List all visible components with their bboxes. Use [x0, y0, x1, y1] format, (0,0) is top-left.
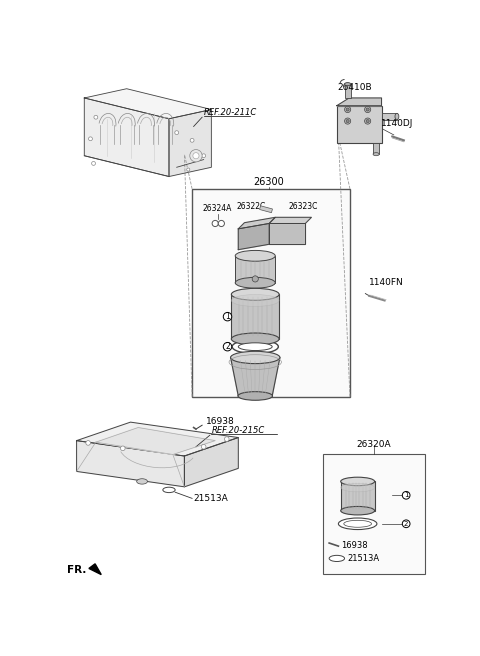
Bar: [337, 106, 382, 142]
Ellipse shape: [395, 113, 399, 119]
Circle shape: [402, 491, 410, 499]
Polygon shape: [230, 358, 280, 396]
Text: REF.20-215C: REF.20-215C: [211, 426, 264, 435]
Polygon shape: [77, 422, 238, 456]
Ellipse shape: [231, 295, 279, 306]
Text: 26322C: 26322C: [237, 202, 266, 211]
Bar: [373, 142, 379, 154]
Circle shape: [365, 106, 371, 113]
Circle shape: [86, 441, 90, 445]
Circle shape: [366, 119, 369, 123]
Text: 1140FN: 1140FN: [369, 278, 404, 287]
Polygon shape: [269, 217, 312, 224]
Polygon shape: [96, 428, 215, 455]
Ellipse shape: [230, 352, 280, 363]
Text: 26324A: 26324A: [202, 204, 231, 213]
Circle shape: [175, 131, 179, 134]
Circle shape: [94, 115, 98, 119]
Ellipse shape: [231, 333, 279, 345]
Polygon shape: [77, 441, 184, 487]
Ellipse shape: [341, 506, 374, 515]
Text: FR.: FR.: [67, 565, 87, 575]
Text: 16938: 16938: [341, 541, 368, 550]
Circle shape: [190, 138, 194, 142]
Circle shape: [190, 150, 202, 162]
Text: 26300: 26300: [254, 177, 285, 187]
Bar: [345, 84, 351, 98]
Text: 1: 1: [404, 492, 408, 499]
Polygon shape: [269, 224, 305, 244]
Polygon shape: [84, 98, 169, 176]
Circle shape: [202, 154, 205, 157]
Ellipse shape: [231, 289, 279, 300]
Ellipse shape: [341, 477, 374, 485]
Circle shape: [193, 153, 199, 159]
Text: 21513A: 21513A: [348, 554, 380, 563]
Circle shape: [345, 106, 351, 113]
Text: 26410B: 26410B: [337, 83, 372, 91]
Text: REF.20-211C: REF.20-211C: [204, 108, 257, 117]
Ellipse shape: [341, 483, 374, 492]
Text: 2: 2: [404, 521, 408, 527]
Circle shape: [366, 108, 369, 111]
Ellipse shape: [344, 520, 372, 527]
Circle shape: [187, 168, 190, 171]
Circle shape: [201, 445, 206, 449]
Polygon shape: [184, 438, 238, 487]
Text: 2: 2: [225, 342, 230, 351]
Ellipse shape: [338, 518, 377, 529]
Bar: [260, 206, 273, 213]
Circle shape: [223, 312, 232, 321]
Ellipse shape: [163, 487, 175, 493]
Circle shape: [346, 108, 349, 111]
Bar: [192, 189, 350, 397]
Ellipse shape: [238, 392, 273, 400]
Bar: [382, 113, 397, 119]
Circle shape: [212, 220, 218, 226]
Ellipse shape: [238, 343, 272, 350]
Ellipse shape: [329, 556, 345, 562]
Bar: [323, 455, 425, 574]
Circle shape: [402, 520, 410, 527]
Circle shape: [223, 342, 232, 351]
Ellipse shape: [373, 153, 379, 155]
Polygon shape: [337, 98, 382, 106]
Circle shape: [88, 137, 92, 140]
Circle shape: [252, 276, 258, 282]
Ellipse shape: [235, 251, 275, 261]
Circle shape: [225, 437, 229, 441]
Text: 1140DJ: 1140DJ: [381, 119, 413, 129]
Circle shape: [345, 118, 351, 124]
Ellipse shape: [232, 340, 278, 354]
Ellipse shape: [345, 83, 351, 86]
Ellipse shape: [235, 277, 275, 288]
Text: 26323C: 26323C: [288, 202, 318, 211]
Polygon shape: [169, 110, 211, 176]
Polygon shape: [238, 224, 269, 250]
Polygon shape: [84, 89, 211, 119]
Circle shape: [346, 119, 349, 123]
Circle shape: [365, 118, 371, 124]
Bar: [235, 256, 275, 283]
Circle shape: [218, 220, 225, 226]
Ellipse shape: [137, 479, 147, 484]
Text: 16938: 16938: [206, 417, 235, 426]
Circle shape: [92, 161, 96, 165]
Polygon shape: [238, 217, 275, 229]
Text: 21513A: 21513A: [193, 494, 228, 502]
Bar: [341, 482, 374, 510]
Circle shape: [120, 446, 125, 451]
Bar: [231, 295, 279, 339]
Text: 26320A: 26320A: [357, 440, 391, 449]
Polygon shape: [89, 564, 101, 575]
Text: 1: 1: [225, 312, 230, 321]
